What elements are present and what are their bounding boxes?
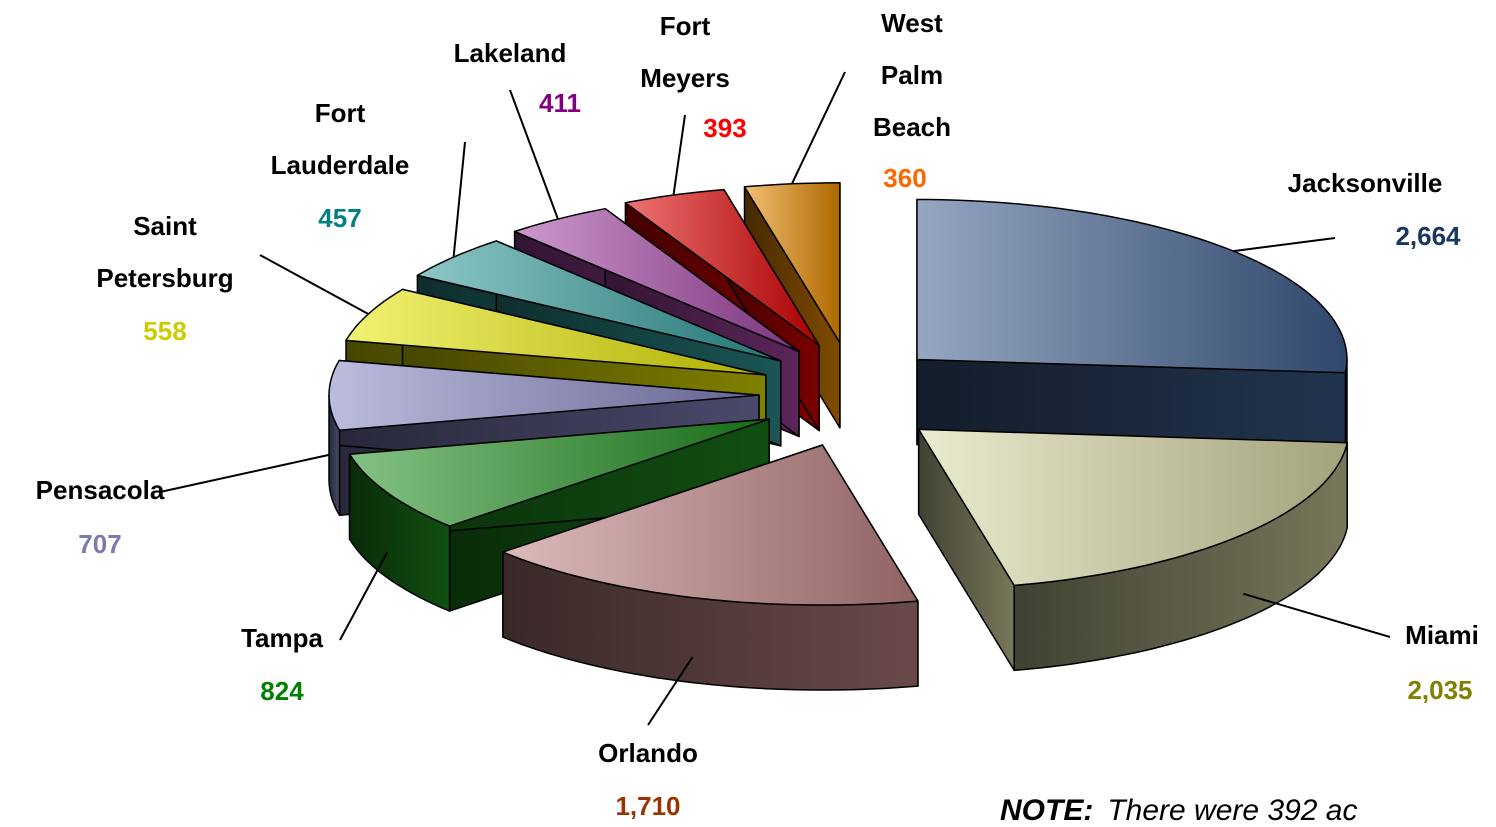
slice: [916, 198, 1348, 374]
leader-line: [1243, 592, 1391, 638]
value-label: 558: [143, 316, 186, 346]
category-label: Tampa: [241, 623, 323, 653]
value-label: 360: [883, 163, 926, 193]
leader-line: [339, 551, 389, 641]
category-label: Orlando: [598, 738, 698, 768]
value-label: 707: [78, 529, 121, 559]
category-label: Pensacola: [36, 475, 165, 505]
value-label: 2,035: [1407, 675, 1472, 705]
labels: Jacksonville 2,664 Miami 2,035 Orlando 1,710 T…: [36, 8, 1479, 821]
category-label: Fort Meyers: [640, 11, 730, 93]
leader-line: [672, 114, 686, 196]
category-label: Jacksonville: [1288, 168, 1443, 198]
slice: [502, 444, 919, 606]
category-label: Fort Lauderdale: [271, 98, 410, 180]
leader-line: [259, 254, 369, 315]
value-label: 393: [703, 113, 746, 143]
category-label: West Palm Beach: [873, 8, 951, 142]
note-text: There were 392 ac: [1107, 794, 1357, 827]
value-label: 1,710: [615, 791, 680, 821]
note: NOTE: There were 392 ac: [1000, 794, 1357, 827]
value-label: 824: [260, 676, 304, 706]
value-label: 411: [539, 88, 581, 118]
category-label: Saint Petersburg: [96, 211, 233, 293]
slice: [348, 418, 770, 527]
leader-line: [159, 453, 330, 493]
category-label: Miami: [1405, 620, 1479, 650]
note-label: NOTE:: [1000, 794, 1093, 827]
value-label: 457: [318, 203, 361, 233]
pie: [328, 182, 1348, 691]
leader-line: [790, 71, 846, 185]
slice: [917, 428, 1348, 587]
leader-line: [1233, 237, 1336, 253]
value-label: 2,664: [1395, 221, 1461, 251]
category-label: Lakeland: [454, 38, 567, 68]
leader-line: [647, 656, 694, 726]
slice: [513, 207, 800, 353]
slice: [328, 359, 760, 431]
leader-line: [452, 141, 466, 258]
leader-line: [509, 89, 559, 220]
